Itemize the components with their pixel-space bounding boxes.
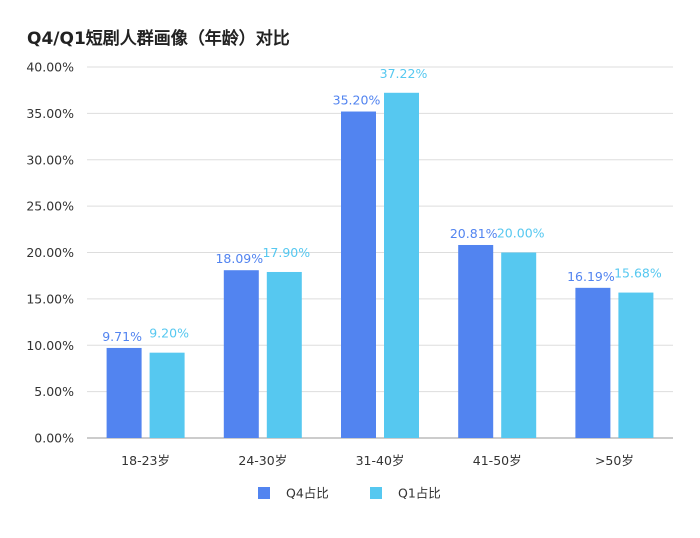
y-tick-label: 15.00% xyxy=(26,291,74,306)
bar-q4 xyxy=(223,270,259,438)
bar-q1 xyxy=(149,352,185,438)
bar-q1 xyxy=(501,252,537,438)
x-tick-label: 24-30岁 xyxy=(238,453,287,468)
bar-q1 xyxy=(266,271,302,438)
chart-title: Q4/Q1短剧人群画像（年龄）对比 xyxy=(27,29,290,49)
y-tick-label: 5.00% xyxy=(34,384,74,399)
bar-q1 xyxy=(384,92,419,439)
data-label: 37.22% xyxy=(380,66,428,81)
data-label: 18.09% xyxy=(215,251,263,266)
data-label: 9.71% xyxy=(102,329,142,344)
bar-q4 xyxy=(106,347,142,438)
data-label: 20.00% xyxy=(497,226,545,241)
bar-q1 xyxy=(618,292,654,438)
y-tick-label: 0.00% xyxy=(34,431,74,446)
x-tick-label: 18-23岁 xyxy=(121,453,170,468)
x-tick-label: >50岁 xyxy=(595,453,634,468)
data-label: 17.90% xyxy=(262,245,310,260)
y-tick-label: 30.00% xyxy=(26,152,74,167)
legend-swatch-q4 xyxy=(258,487,270,499)
bar-q4 xyxy=(458,244,494,438)
data-label: 16.19% xyxy=(567,269,615,284)
data-label: 15.68% xyxy=(614,266,662,281)
legend-swatch-q1 xyxy=(370,487,382,499)
y-tick-label: 40.00% xyxy=(26,60,74,75)
data-label: 9.20% xyxy=(149,326,189,341)
legend-label: Q4占比 xyxy=(286,486,329,501)
bar-q4 xyxy=(575,287,611,438)
y-tick-label: 10.00% xyxy=(26,338,74,353)
data-label: 20.81% xyxy=(450,226,498,241)
x-tick-label: 31-40岁 xyxy=(356,453,405,468)
x-tick-label: 41-50岁 xyxy=(473,453,522,468)
data-label: 35.20% xyxy=(333,93,381,108)
y-tick-label: 20.00% xyxy=(26,245,74,260)
legend-label: Q1占比 xyxy=(398,486,441,501)
y-tick-label: 25.00% xyxy=(26,199,74,214)
y-tick-label: 35.00% xyxy=(26,106,74,121)
bar-q4 xyxy=(341,111,376,439)
